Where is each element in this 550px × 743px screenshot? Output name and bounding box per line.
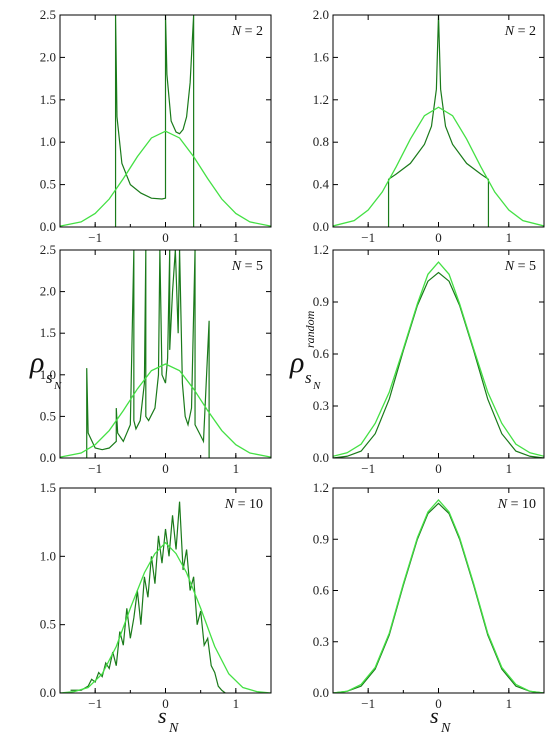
y-tick-label: 2.0	[313, 7, 329, 22]
x-tick-label: 1	[506, 230, 513, 245]
left-y-axis-label: ρ s N	[29, 346, 62, 392]
y-tick-label: 0.0	[40, 219, 56, 234]
plot-frame	[332, 487, 545, 694]
y-tick-label: 0.8	[313, 134, 329, 149]
panel-annotation: N = 2	[504, 24, 536, 39]
series-dark-1	[387, 15, 490, 227]
x-left-sub: N	[168, 721, 179, 736]
series-light-2	[60, 363, 271, 458]
x-tick-label: −1	[88, 461, 102, 476]
x-tick-label: 0	[162, 461, 169, 476]
x-tick-label: 0	[435, 461, 442, 476]
x-left-s: s	[158, 703, 167, 728]
x-tick-label: 0	[162, 696, 169, 711]
x-tick-label: −1	[361, 230, 375, 245]
y-tick-label: 0.3	[313, 634, 329, 649]
x-tick-label: 0	[435, 696, 442, 711]
panel-annotation: N = 2	[231, 24, 263, 39]
panel-top-right: −1 0 1 0.0 0.4 0.8 1.2 1.6 2.0 N = 2	[313, 7, 545, 245]
panel-annotation: N = 5	[504, 259, 536, 274]
y-tick-label: 1.0	[40, 134, 56, 149]
series-dark-3	[333, 271, 544, 458]
plot-frame	[59, 487, 272, 694]
x-tick-label: 1	[233, 461, 240, 476]
plot-frame	[332, 14, 545, 228]
y-tick-label: 0.0	[313, 219, 329, 234]
y-tick-label: 1.0	[40, 367, 56, 382]
series-dark-5	[333, 502, 544, 693]
right-y-rho: ρ	[289, 346, 304, 379]
series-light-5	[333, 498, 544, 693]
series-light-4	[60, 541, 271, 693]
x-axis-label-right: s N	[430, 703, 451, 736]
y-tick-label: 0.6	[313, 346, 330, 361]
y-tick-label: 1.0	[40, 548, 56, 563]
right-y-sub: s	[305, 368, 312, 387]
left-y-rho: ρ	[29, 346, 44, 379]
y-tick-label: 1.5	[40, 92, 56, 107]
y-tick-label: 0.0	[40, 685, 56, 700]
y-tick-label: 0.0	[313, 450, 329, 465]
y-tick-label: 2.5	[40, 7, 56, 22]
y-tick-label: 0.4	[313, 177, 330, 192]
right-y-subsub: N	[312, 380, 321, 392]
y-tick-label: 0.9	[313, 294, 329, 309]
series-dark-4	[70, 501, 226, 693]
plot-frame	[332, 249, 545, 459]
y-tick-label: 1.6	[313, 49, 330, 64]
panel-top-left: −1 0 1 0.0 0.5 1.0 1.5 2.0 2.5 N = 2	[40, 7, 272, 245]
x-tick-label: 0	[162, 230, 169, 245]
left-y-subsub: N	[53, 380, 62, 392]
panel-annotation: N = 10	[497, 497, 536, 512]
x-tick-label: −1	[361, 461, 375, 476]
x-tick-label: −1	[88, 696, 102, 711]
series-dark-0	[114, 15, 195, 227]
panel-middle-right: −1 0 1 0.0 0.3 0.6 0.9 1.2 N = 5	[313, 242, 545, 476]
right-y-sup: random	[303, 310, 317, 348]
y-tick-label: 2.0	[40, 284, 56, 299]
x-axis-label-left: s N	[158, 703, 179, 736]
panel-annotation: N = 10	[224, 497, 263, 512]
y-tick-label: 1.5	[40, 480, 56, 495]
y-tick-label: 1.2	[313, 92, 329, 107]
x-tick-label: 0	[435, 230, 442, 245]
y-tick-label: 0.0	[313, 685, 329, 700]
y-tick-label: 0.9	[313, 531, 329, 546]
series-light-3	[333, 261, 544, 457]
y-tick-label: 0.5	[40, 617, 56, 632]
y-tick-label: 1.5	[40, 325, 56, 340]
y-tick-label: 2.0	[40, 49, 56, 64]
y-tick-label: 0.6	[313, 583, 330, 598]
panel-bottom-right: −1 0 1 0.0 0.3 0.6 0.9 1.2 N = 10	[313, 480, 545, 711]
y-tick-label: 0.5	[40, 408, 56, 423]
panel-annotation: N = 5	[231, 259, 263, 274]
series-dark-2	[86, 250, 210, 458]
y-tick-label: 0.5	[40, 177, 56, 192]
panel-bottom-left: −1 0 1 0.0 0.5 1.0 1.5 N = 10	[40, 480, 272, 711]
series-light-1	[333, 106, 544, 227]
x-tick-label: −1	[88, 230, 102, 245]
y-tick-label: 1.2	[313, 480, 329, 495]
y-tick-label: 1.2	[313, 242, 329, 257]
right-y-axis-label: ρ s N random	[289, 310, 321, 392]
y-tick-label: 2.5	[40, 242, 56, 257]
x-tick-label: 1	[506, 696, 513, 711]
x-tick-label: 1	[233, 696, 240, 711]
panel-middle-left: −1 0 1 0.0 0.5 1.0 1.5 2.0 2.5 N = 5	[40, 242, 272, 476]
y-tick-label: 0.3	[313, 398, 329, 413]
series-light-0	[60, 130, 271, 227]
x-tick-label: −1	[361, 696, 375, 711]
x-tick-label: 1	[506, 461, 513, 476]
x-right-s: s	[430, 703, 439, 728]
plot-frame	[59, 249, 272, 459]
y-tick-label: 0.0	[40, 450, 56, 465]
x-tick-label: 1	[233, 230, 240, 245]
left-y-sub: s	[46, 368, 53, 387]
x-right-sub: N	[440, 721, 451, 736]
